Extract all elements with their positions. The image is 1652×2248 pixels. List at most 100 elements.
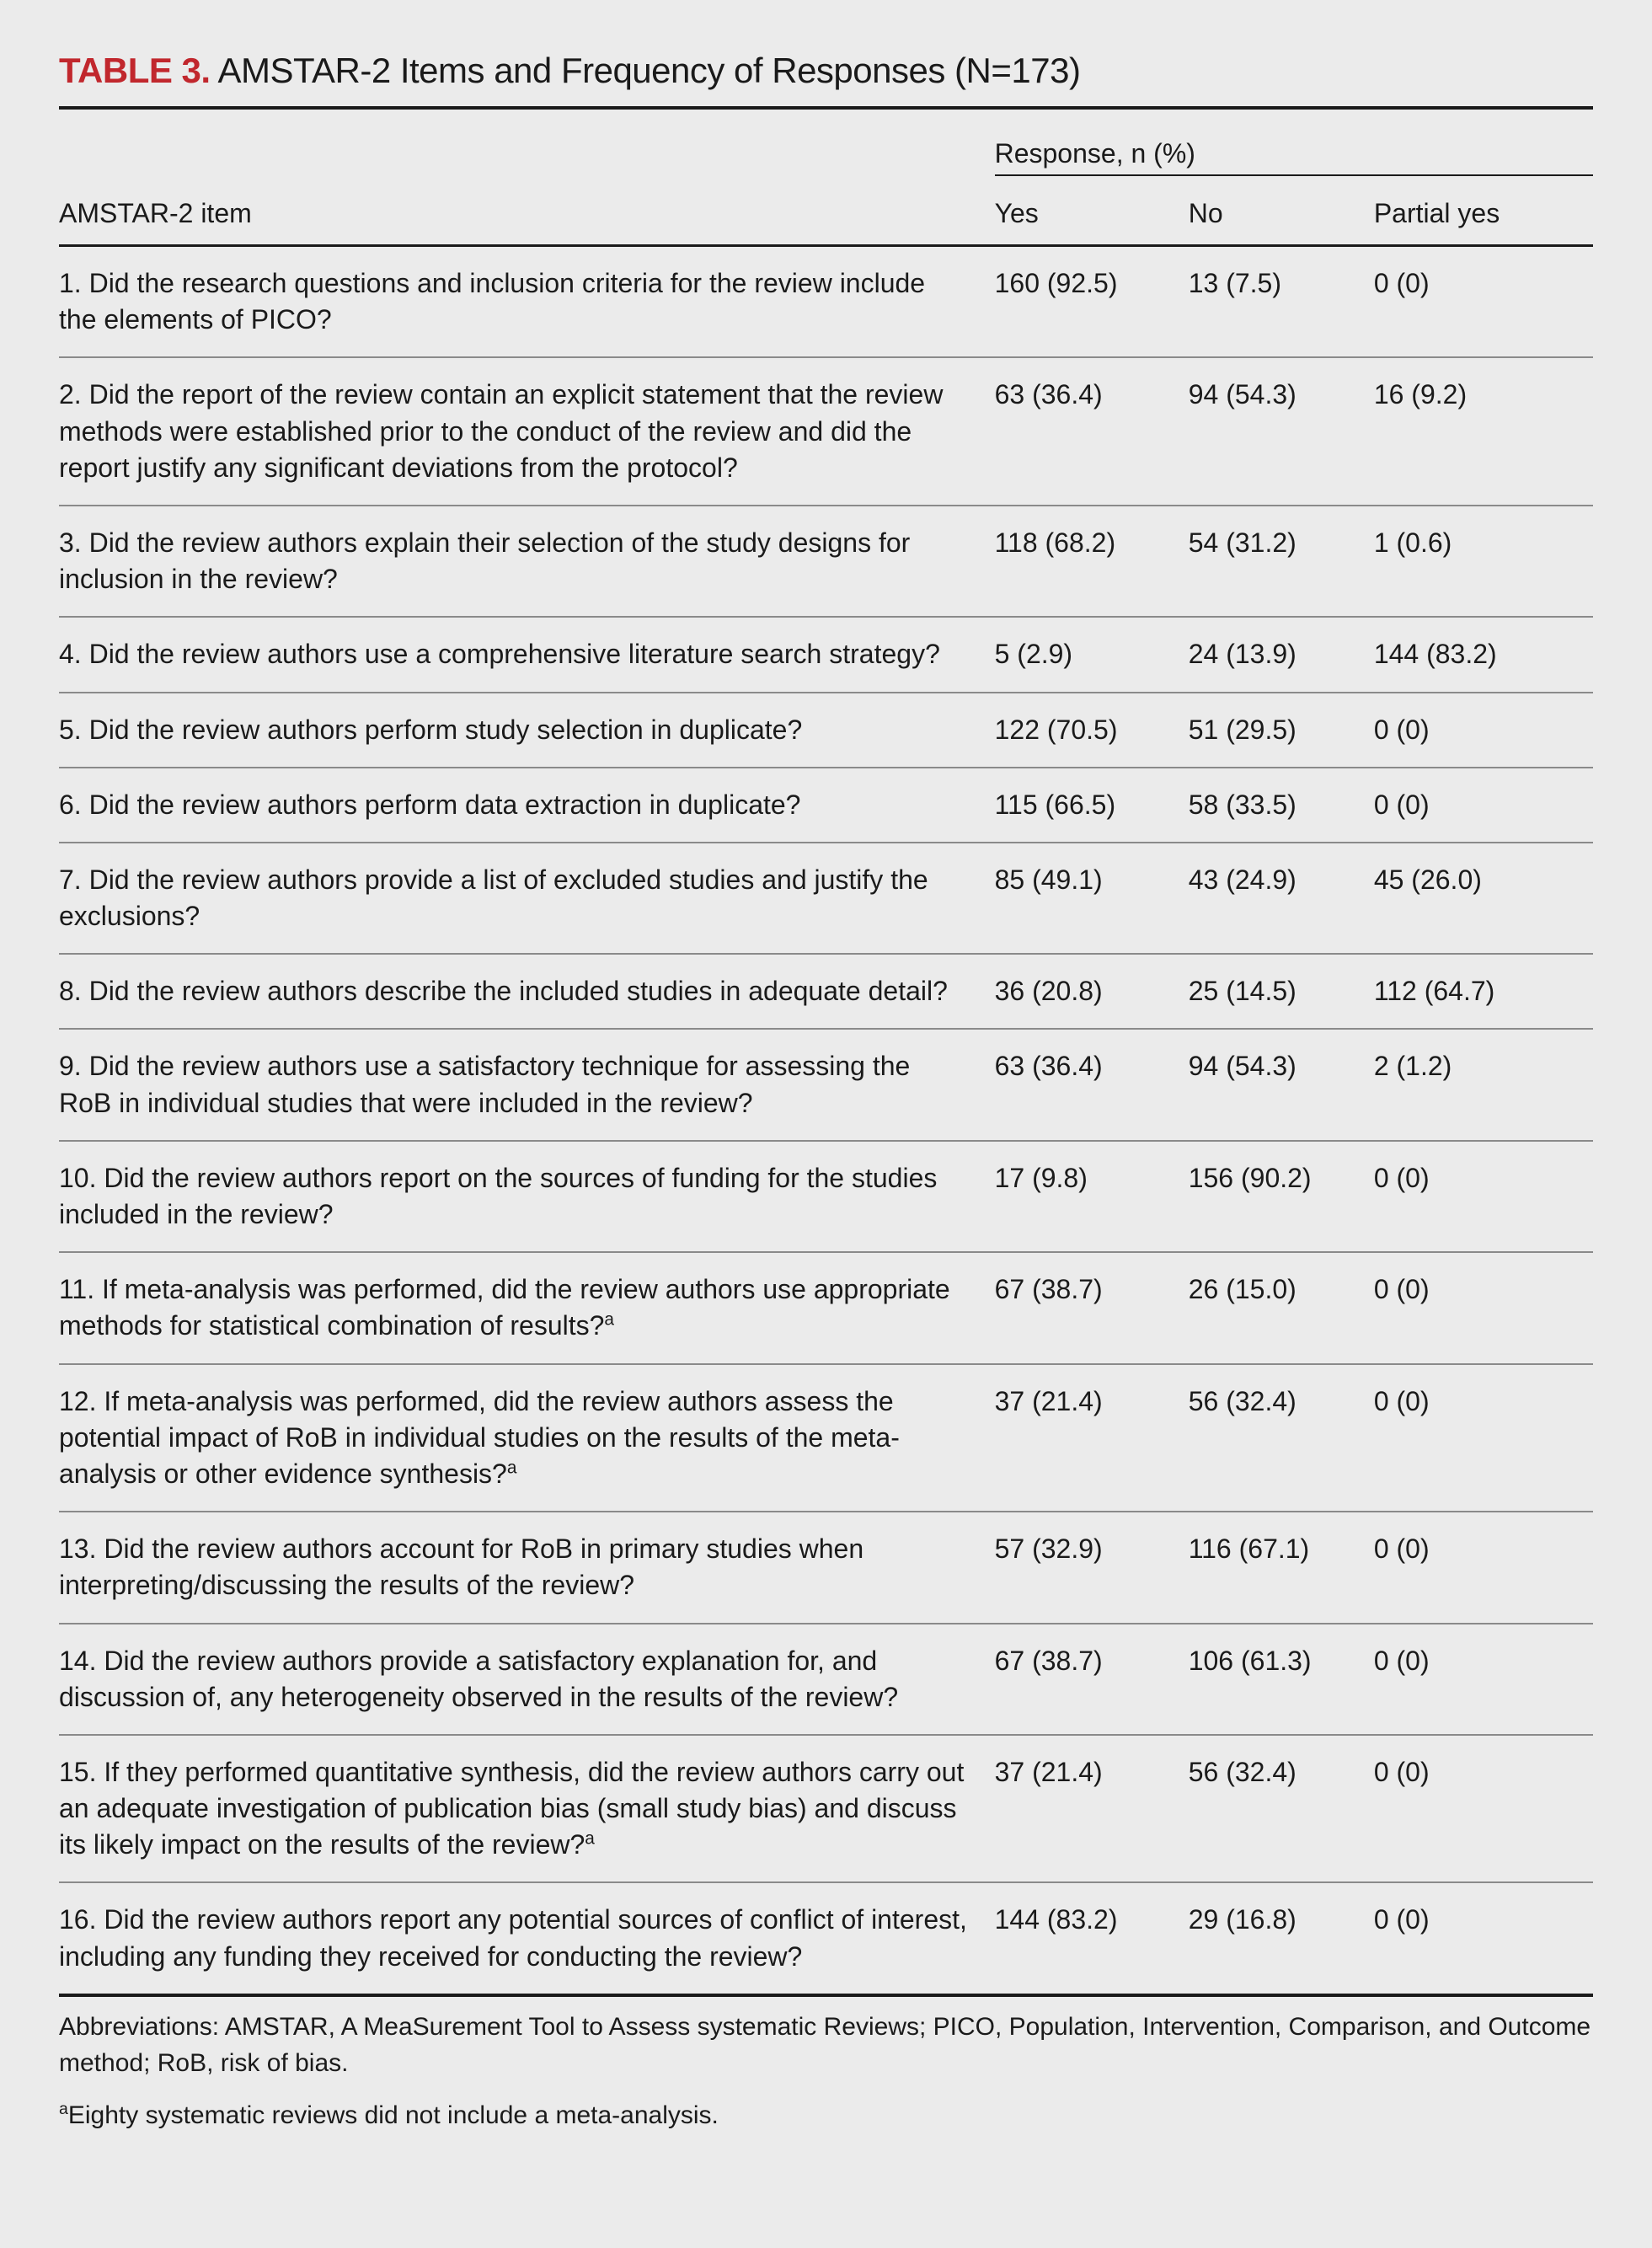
yes-cell: 118 (68.2) xyxy=(995,506,1189,617)
item-cell: 14. Did the review authors provide a sat… xyxy=(59,1624,995,1735)
item-text: 1. Did the research questions and inclus… xyxy=(59,268,925,335)
yes-cell: 63 (36.4) xyxy=(995,1029,1189,1140)
no-cell: 26 (15.0) xyxy=(1189,1252,1374,1363)
header-spacer xyxy=(59,110,995,183)
yes-cell: 57 (32.9) xyxy=(995,1512,1189,1623)
col-yes-header: Yes xyxy=(995,183,1189,244)
table-label: TABLE 3. xyxy=(59,51,211,90)
table-row: 16. Did the review authors report any po… xyxy=(59,1882,1593,1993)
item-cell: 4. Did the review authors use a comprehe… xyxy=(59,617,995,692)
py-cell: 16 (9.2) xyxy=(1374,357,1593,506)
item-text: 12. If meta-analysis was performed, did … xyxy=(59,1386,900,1489)
response-group-label-cell: Response, n (%) xyxy=(995,110,1593,183)
yes-cell: 67 (38.7) xyxy=(995,1252,1189,1363)
yes-cell: 37 (21.4) xyxy=(995,1364,1189,1512)
py-cell: 144 (83.2) xyxy=(1374,617,1593,692)
table-title-text: AMSTAR-2 Items and Frequency of Response… xyxy=(217,51,1080,90)
header-row-cols: AMSTAR-2 item Yes No Partial yes xyxy=(59,183,1593,244)
table-row: 5. Did the review authors perform study … xyxy=(59,693,1593,768)
py-cell: 0 (0) xyxy=(1374,1882,1593,1993)
item-text: 3. Did the review authors explain their … xyxy=(59,527,910,594)
col-no-header: No xyxy=(1189,183,1374,244)
no-cell: 116 (67.1) xyxy=(1189,1512,1374,1623)
py-cell: 0 (0) xyxy=(1374,1512,1593,1623)
py-cell: 0 (0) xyxy=(1374,247,1593,357)
no-cell: 51 (29.5) xyxy=(1189,693,1374,768)
py-cell: 2 (1.2) xyxy=(1374,1029,1593,1140)
no-cell: 156 (90.2) xyxy=(1189,1141,1374,1252)
table-row: 2. Did the report of the review contain … xyxy=(59,357,1593,506)
item-cell: 3. Did the review authors explain their … xyxy=(59,506,995,617)
item-text: 11. If meta-analysis was performed, did … xyxy=(59,1274,950,1341)
yes-cell: 67 (38.7) xyxy=(995,1624,1189,1735)
item-cell: 1. Did the research questions and inclus… xyxy=(59,247,995,357)
table-row: 3. Did the review authors explain their … xyxy=(59,506,1593,617)
footnote-a: aEighty systematic reviews did not inclu… xyxy=(59,2097,1593,2134)
item-cell: 2. Did the report of the review contain … xyxy=(59,357,995,506)
no-cell: 13 (7.5) xyxy=(1189,247,1374,357)
item-cell: 5. Did the review authors perform study … xyxy=(59,693,995,768)
item-text: 2. Did the report of the review contain … xyxy=(59,379,943,482)
py-cell: 0 (0) xyxy=(1374,693,1593,768)
no-cell: 24 (13.9) xyxy=(1189,617,1374,692)
footnote-a-sup: a xyxy=(59,2100,68,2118)
item-sup: a xyxy=(604,1310,614,1330)
table-row: 10. Did the review authors report on the… xyxy=(59,1141,1593,1252)
item-text: 16. Did the review authors report any po… xyxy=(59,1904,967,1971)
table-row: 9. Did the review authors use a satisfac… xyxy=(59,1029,1593,1140)
no-cell: 43 (24.9) xyxy=(1189,843,1374,954)
item-cell: 7. Did the review authors provide a list… xyxy=(59,843,995,954)
py-cell: 0 (0) xyxy=(1374,1252,1593,1363)
yes-cell: 37 (21.4) xyxy=(995,1735,1189,1883)
item-text: 13. Did the review authors account for R… xyxy=(59,1533,863,1600)
item-sup: a xyxy=(585,1829,595,1849)
yes-cell: 122 (70.5) xyxy=(995,693,1189,768)
item-text: 15. If they performed quantitative synth… xyxy=(59,1757,964,1860)
footnotes: Abbreviations: AMSTAR, A MeaSurement Too… xyxy=(59,1997,1593,2134)
col-item-header: AMSTAR-2 item xyxy=(59,183,995,244)
response-group-label: Response, n (%) xyxy=(995,138,1593,176)
table-row: 1. Did the research questions and inclus… xyxy=(59,247,1593,357)
abbreviations: Abbreviations: AMSTAR, A MeaSurement Too… xyxy=(59,2009,1593,2082)
item-cell: 11. If meta-analysis was performed, did … xyxy=(59,1252,995,1363)
item-cell: 13. Did the review authors account for R… xyxy=(59,1512,995,1623)
item-cell: 12. If meta-analysis was performed, did … xyxy=(59,1364,995,1512)
table-row: 14. Did the review authors provide a sat… xyxy=(59,1624,1593,1735)
yes-cell: 115 (66.5) xyxy=(995,768,1189,843)
item-sup: a xyxy=(507,1458,517,1477)
py-cell: 0 (0) xyxy=(1374,768,1593,843)
item-text: 4. Did the review authors use a comprehe… xyxy=(59,639,940,669)
no-cell: 56 (32.4) xyxy=(1189,1364,1374,1512)
table-row: 4. Did the review authors use a comprehe… xyxy=(59,617,1593,692)
no-cell: 54 (31.2) xyxy=(1189,506,1374,617)
item-cell: 16. Did the review authors report any po… xyxy=(59,1882,995,1993)
item-text: 8. Did the review authors describe the i… xyxy=(59,976,948,1006)
item-cell: 15. If they performed quantitative synth… xyxy=(59,1735,995,1883)
yes-cell: 63 (36.4) xyxy=(995,357,1189,506)
item-cell: 6. Did the review authors perform data e… xyxy=(59,768,995,843)
py-cell: 1 (0.6) xyxy=(1374,506,1593,617)
table-row: 11. If meta-analysis was performed, did … xyxy=(59,1252,1593,1363)
no-cell: 25 (14.5) xyxy=(1189,954,1374,1029)
no-cell: 106 (61.3) xyxy=(1189,1624,1374,1735)
py-cell: 112 (64.7) xyxy=(1374,954,1593,1029)
item-cell: 9. Did the review authors use a satisfac… xyxy=(59,1029,995,1140)
table-row: 7. Did the review authors provide a list… xyxy=(59,843,1593,954)
py-cell: 0 (0) xyxy=(1374,1141,1593,1252)
yes-cell: 160 (92.5) xyxy=(995,247,1189,357)
table-row: 12. If meta-analysis was performed, did … xyxy=(59,1364,1593,1512)
table-row: 8. Did the review authors describe the i… xyxy=(59,954,1593,1029)
no-cell: 56 (32.4) xyxy=(1189,1735,1374,1883)
item-cell: 10. Did the review authors report on the… xyxy=(59,1141,995,1252)
no-cell: 29 (16.8) xyxy=(1189,1882,1374,1993)
py-cell: 0 (0) xyxy=(1374,1735,1593,1883)
header-row-group: Response, n (%) xyxy=(59,110,1593,183)
amstar-table: Response, n (%) AMSTAR-2 item Yes No Par… xyxy=(59,110,1593,1994)
no-cell: 94 (54.3) xyxy=(1189,1029,1374,1140)
no-cell: 94 (54.3) xyxy=(1189,357,1374,506)
yes-cell: 36 (20.8) xyxy=(995,954,1189,1029)
table-row: 15. If they performed quantitative synth… xyxy=(59,1735,1593,1883)
table-title: TABLE 3. AMSTAR-2 Items and Frequency of… xyxy=(59,51,1593,91)
yes-cell: 85 (49.1) xyxy=(995,843,1189,954)
yes-cell: 144 (83.2) xyxy=(995,1882,1189,1993)
